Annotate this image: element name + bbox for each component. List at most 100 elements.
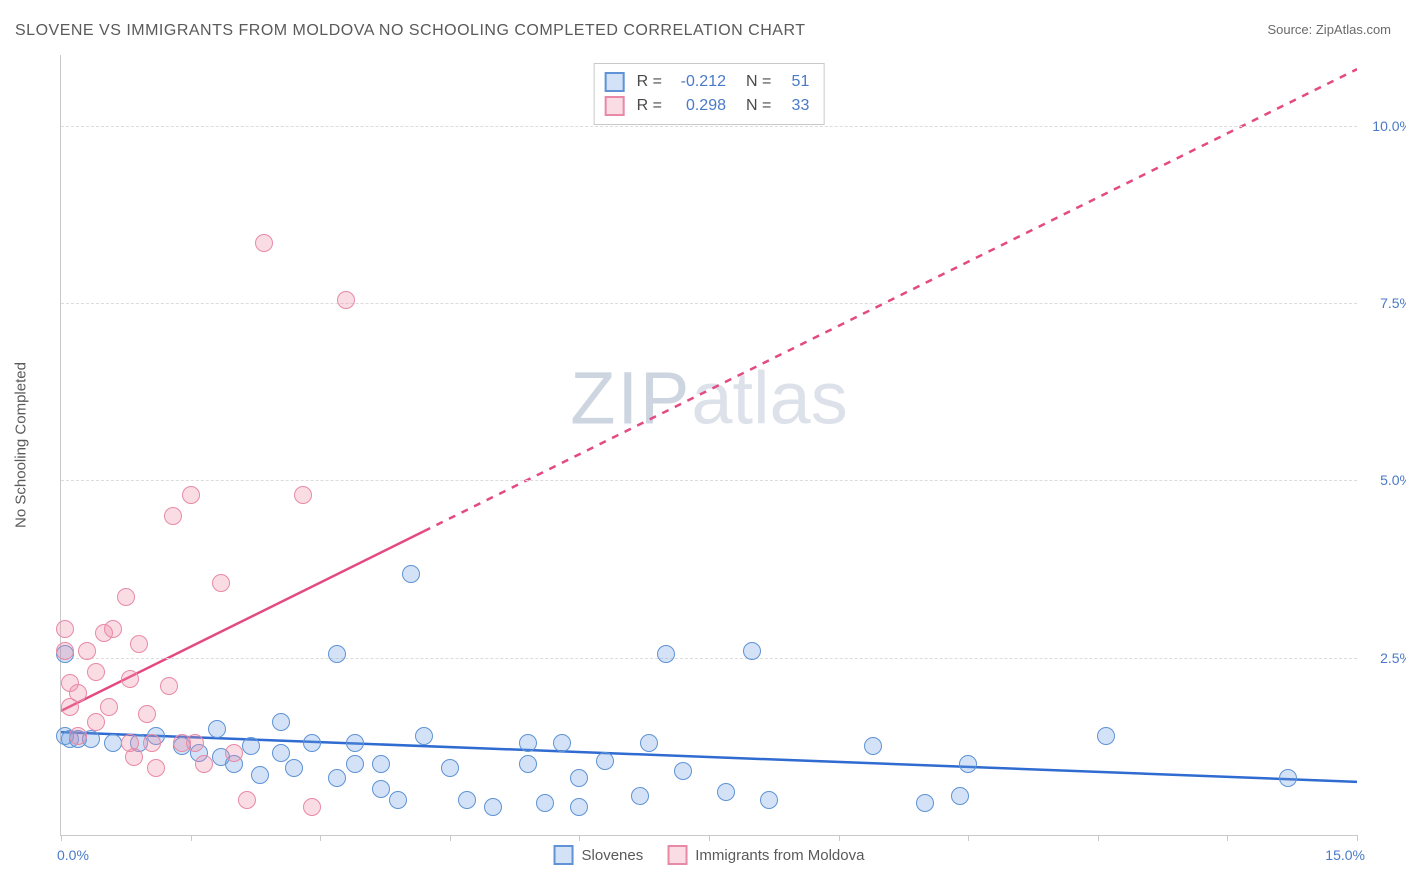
slovenes-point bbox=[272, 713, 290, 731]
r-value: 0.298 bbox=[670, 97, 726, 115]
slovenes-swatch-icon bbox=[605, 72, 625, 92]
moldova-point bbox=[164, 507, 182, 525]
stats-legend-row: R = 0.298 N = 33 bbox=[605, 94, 810, 118]
slovenes-point bbox=[346, 755, 364, 773]
slovenes-point bbox=[1097, 727, 1115, 745]
slovenes-point bbox=[389, 791, 407, 809]
grid-line bbox=[61, 303, 1357, 304]
slovenes-point bbox=[328, 769, 346, 787]
slovenes-swatch-icon bbox=[554, 845, 574, 865]
moldova-point bbox=[78, 642, 96, 660]
r-label: R = bbox=[637, 73, 662, 91]
slovenes-point bbox=[519, 755, 537, 773]
chart-title: SLOVENE VS IMMIGRANTS FROM MOLDOVA NO SC… bbox=[15, 22, 806, 39]
slovenes-point bbox=[916, 794, 934, 812]
moldova-point bbox=[56, 620, 74, 638]
slovenes-point bbox=[458, 791, 476, 809]
slovenes-point bbox=[631, 787, 649, 805]
moldova-point bbox=[100, 698, 118, 716]
slovenes-point bbox=[657, 645, 675, 663]
slovenes-point bbox=[640, 734, 658, 752]
chart-overlay bbox=[61, 55, 1357, 835]
legend-label: Immigrants from Moldova bbox=[695, 847, 864, 864]
moldova-point bbox=[186, 734, 204, 752]
slovenes-point bbox=[674, 762, 692, 780]
source-credit: Source: ZipAtlas.com bbox=[1267, 22, 1391, 37]
moldova-point bbox=[195, 755, 213, 773]
legend-item: Immigrants from Moldova bbox=[667, 845, 864, 865]
slovenes-point bbox=[864, 737, 882, 755]
n-label: N = bbox=[746, 97, 771, 115]
slovenes-point bbox=[346, 734, 364, 752]
watermark: ZIPatlas bbox=[570, 356, 847, 441]
x-tick-mark bbox=[1357, 835, 1358, 841]
x-tick-mark bbox=[320, 835, 321, 841]
slovenes-point bbox=[553, 734, 571, 752]
moldova-swatch-icon bbox=[605, 96, 625, 116]
series-legend: Slovenes Immigrants from Moldova bbox=[554, 845, 865, 865]
y-tick-label: 2.5% bbox=[1380, 650, 1406, 666]
moldova-swatch-icon bbox=[667, 845, 687, 865]
grid-line bbox=[61, 480, 1357, 481]
moldova-trend-line bbox=[424, 69, 1357, 531]
moldova-point bbox=[337, 291, 355, 309]
moldova-point bbox=[117, 588, 135, 606]
moldova-point bbox=[125, 748, 143, 766]
x-tick-mark bbox=[968, 835, 969, 841]
moldova-point bbox=[87, 713, 105, 731]
moldova-point bbox=[255, 234, 273, 252]
slovenes-point bbox=[328, 645, 346, 663]
slovenes-point bbox=[951, 787, 969, 805]
y-axis-title: No Schooling Completed bbox=[13, 362, 30, 528]
plot-area: ZIPatlas No Schooling Completed R =-0.21… bbox=[60, 55, 1357, 836]
y-tick-label: 7.5% bbox=[1380, 295, 1406, 311]
moldova-point bbox=[303, 798, 321, 816]
r-label: R = bbox=[637, 97, 662, 115]
moldova-point bbox=[238, 791, 256, 809]
slovenes-point bbox=[251, 766, 269, 784]
n-value: 33 bbox=[779, 97, 809, 115]
slovenes-point bbox=[285, 759, 303, 777]
slovenes-point bbox=[536, 794, 554, 812]
legend-item: Slovenes bbox=[554, 845, 644, 865]
stats-legend-row: R =-0.212N =51 bbox=[605, 70, 810, 94]
slovenes-point bbox=[570, 798, 588, 816]
slovenes-point bbox=[372, 780, 390, 798]
y-tick-label: 10.0% bbox=[1372, 118, 1406, 134]
n-value: 51 bbox=[779, 73, 809, 91]
x-tick-mark bbox=[579, 835, 580, 841]
moldova-point bbox=[138, 705, 156, 723]
slovenes-point bbox=[208, 720, 226, 738]
x-tick-mark bbox=[839, 835, 840, 841]
slovenes-point bbox=[959, 755, 977, 773]
moldova-point bbox=[212, 574, 230, 592]
moldova-point bbox=[160, 677, 178, 695]
moldova-point bbox=[69, 684, 87, 702]
x-axis-min-label: 0.0% bbox=[57, 847, 89, 863]
slovenes-point bbox=[242, 737, 260, 755]
moldova-point bbox=[130, 635, 148, 653]
slovenes-point bbox=[104, 734, 122, 752]
slovenes-point bbox=[484, 798, 502, 816]
moldova-point bbox=[69, 727, 87, 745]
x-tick-mark bbox=[1227, 835, 1228, 841]
slovenes-point bbox=[760, 791, 778, 809]
moldova-point bbox=[294, 486, 312, 504]
moldova-point bbox=[104, 620, 122, 638]
x-tick-mark bbox=[709, 835, 710, 841]
moldova-point bbox=[143, 734, 161, 752]
x-tick-mark bbox=[450, 835, 451, 841]
slovenes-point bbox=[303, 734, 321, 752]
y-tick-label: 5.0% bbox=[1380, 472, 1406, 488]
slovenes-point bbox=[372, 755, 390, 773]
stats-legend: R =-0.212N =51R =0.298N =33 bbox=[594, 63, 825, 125]
slovenes-point bbox=[717, 783, 735, 801]
moldova-point bbox=[121, 670, 139, 688]
slovenes-point bbox=[570, 769, 588, 787]
slovenes-point bbox=[519, 734, 537, 752]
x-tick-mark bbox=[61, 835, 62, 841]
slovenes-point bbox=[402, 565, 420, 583]
x-tick-mark bbox=[191, 835, 192, 841]
moldova-point bbox=[56, 642, 74, 660]
x-tick-mark bbox=[1098, 835, 1099, 841]
